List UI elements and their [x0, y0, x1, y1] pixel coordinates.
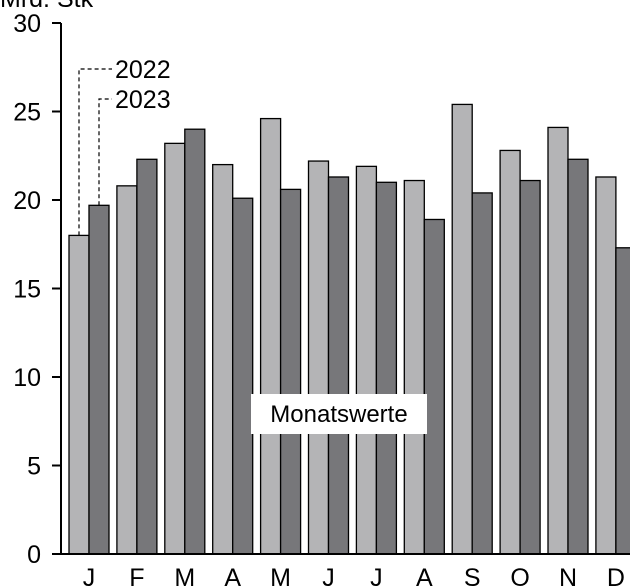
legend-label-2023: 2023: [115, 86, 171, 114]
y-tick-label: 5: [27, 453, 41, 481]
bar-2023-3: [184, 128, 206, 555]
legend-leader-2023: [98, 98, 112, 206]
bar-2023-7: [375, 181, 398, 555]
x-tick-label: J: [83, 564, 96, 586]
bar-2023-12: [615, 247, 630, 555]
bar-2022-7: [355, 165, 378, 555]
x-tick-label: O: [510, 564, 529, 586]
bar-2023-8: [423, 218, 445, 555]
legend-label-2022: 2022: [115, 56, 171, 84]
y-tick-label: 0: [27, 541, 41, 569]
x-tick-label: A: [416, 564, 433, 586]
x-tick-label: J: [370, 564, 383, 586]
x-tick-label: F: [129, 564, 144, 586]
bar-2023-5: [279, 188, 302, 555]
bar-2022-8: [403, 179, 425, 555]
bar-2022-3: [164, 142, 186, 555]
y-axis: 0 5 10 15 20 25 30: [13, 10, 62, 569]
x-tick-label: M: [270, 564, 291, 586]
bar-2022-6: [307, 160, 330, 555]
bar-2023-10: [519, 179, 541, 555]
x-tick-label: M: [174, 564, 195, 586]
bar-2022-12: [595, 176, 617, 555]
bar-2023-6: [327, 176, 350, 555]
bars: [68, 103, 630, 555]
bar-2022-1: [68, 234, 90, 555]
bar-2022-4: [212, 163, 234, 555]
bar-2023-11: [567, 158, 589, 555]
bar-2022-2: [116, 185, 138, 555]
bar-2022-11: [547, 126, 569, 555]
bar-2023-1: [88, 204, 110, 555]
bar-2023-9: [471, 192, 493, 555]
annotation: Monatswerte: [251, 394, 427, 434]
x-tick-label: S: [464, 564, 481, 586]
x-tick-label: D: [607, 564, 625, 586]
unit-label: Mrd. Stk: [0, 0, 94, 13]
bar-2022-9: [451, 103, 473, 555]
bar-2022-10: [499, 149, 521, 555]
y-tick-label: 25: [13, 99, 41, 127]
y-tick-label: 20: [13, 187, 41, 215]
x-tick-label: A: [224, 564, 241, 586]
y-tick-label: 10: [13, 364, 41, 392]
y-tick-label: 30: [13, 10, 41, 38]
y-tick-label: 15: [13, 276, 41, 304]
bar-2023-4: [232, 197, 254, 555]
annotation-text: Monatswerte: [270, 401, 407, 428]
x-tick-label: N: [559, 564, 577, 586]
x-tick-label: J: [322, 564, 335, 586]
bar-2023-2: [136, 158, 158, 555]
annotation-background: [251, 394, 427, 434]
bar-2022-5: [259, 117, 282, 555]
